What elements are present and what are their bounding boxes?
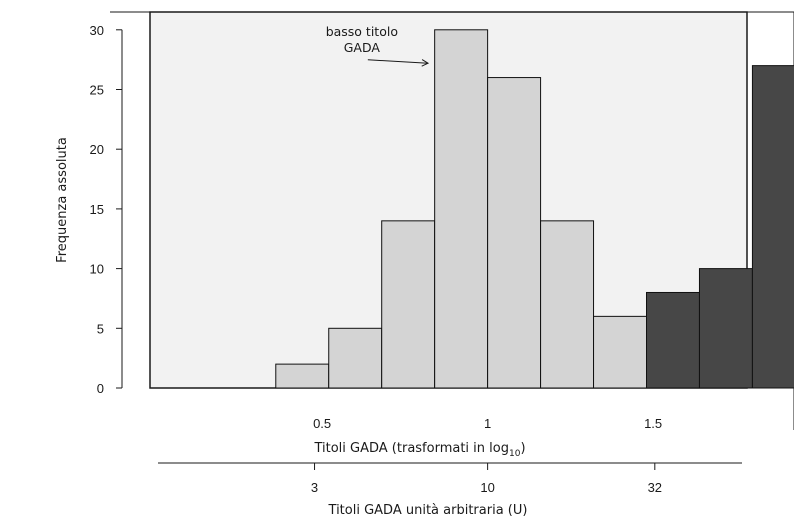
bar-alto-titolo	[646, 291, 700, 389]
y-tick-label: 0	[97, 381, 104, 396]
bar-alto-titolo	[698, 268, 753, 389]
bar-alto-titolo	[751, 65, 794, 389]
secondary-x-tick-label: 3	[311, 480, 318, 495]
bar-basso-titolo	[381, 220, 436, 389]
secondary-x-tick-label: 10	[480, 480, 494, 495]
bar-basso-titolo	[328, 327, 383, 389]
secondary-x-tick-label: 32	[648, 480, 662, 495]
x-tick-label: 1.5	[644, 416, 662, 431]
bar-basso-titolo	[275, 363, 330, 389]
y-tick-label: 15	[90, 202, 104, 217]
x-axis-title-main: Titoli GADA (trasformati in log	[313, 441, 509, 456]
x-tick-label: 1	[484, 416, 491, 431]
x-tick-label: 0.5	[313, 416, 331, 431]
x-axis-title: Titoli GADA (trasformati in log10)	[313, 441, 525, 459]
annotation-arrowhead	[421, 59, 430, 67]
bar-basso-titolo	[593, 315, 647, 389]
y-tick-label: 10	[90, 262, 104, 277]
x-axis-title-subscript: 10	[509, 449, 521, 459]
bar-basso-titolo	[487, 77, 542, 389]
annotation-text: GADA	[344, 40, 381, 55]
y-tick-label: 30	[90, 23, 104, 38]
bar-basso-titolo	[540, 220, 595, 389]
y-tick-label: 5	[97, 321, 104, 336]
y-tick-label: 25	[90, 83, 104, 98]
bar-basso-titolo	[434, 29, 489, 389]
annotation-arrow	[367, 59, 429, 64]
y-axis-title: Frequenza assoluta	[55, 137, 70, 263]
secondary-x-axis-title: Titoli GADA unità arbitraria (U)	[328, 503, 528, 517]
y-tick-label: 20	[90, 142, 104, 157]
annotation-text: basso titolo	[326, 24, 398, 39]
x-axis-title-close: )	[520, 441, 525, 456]
